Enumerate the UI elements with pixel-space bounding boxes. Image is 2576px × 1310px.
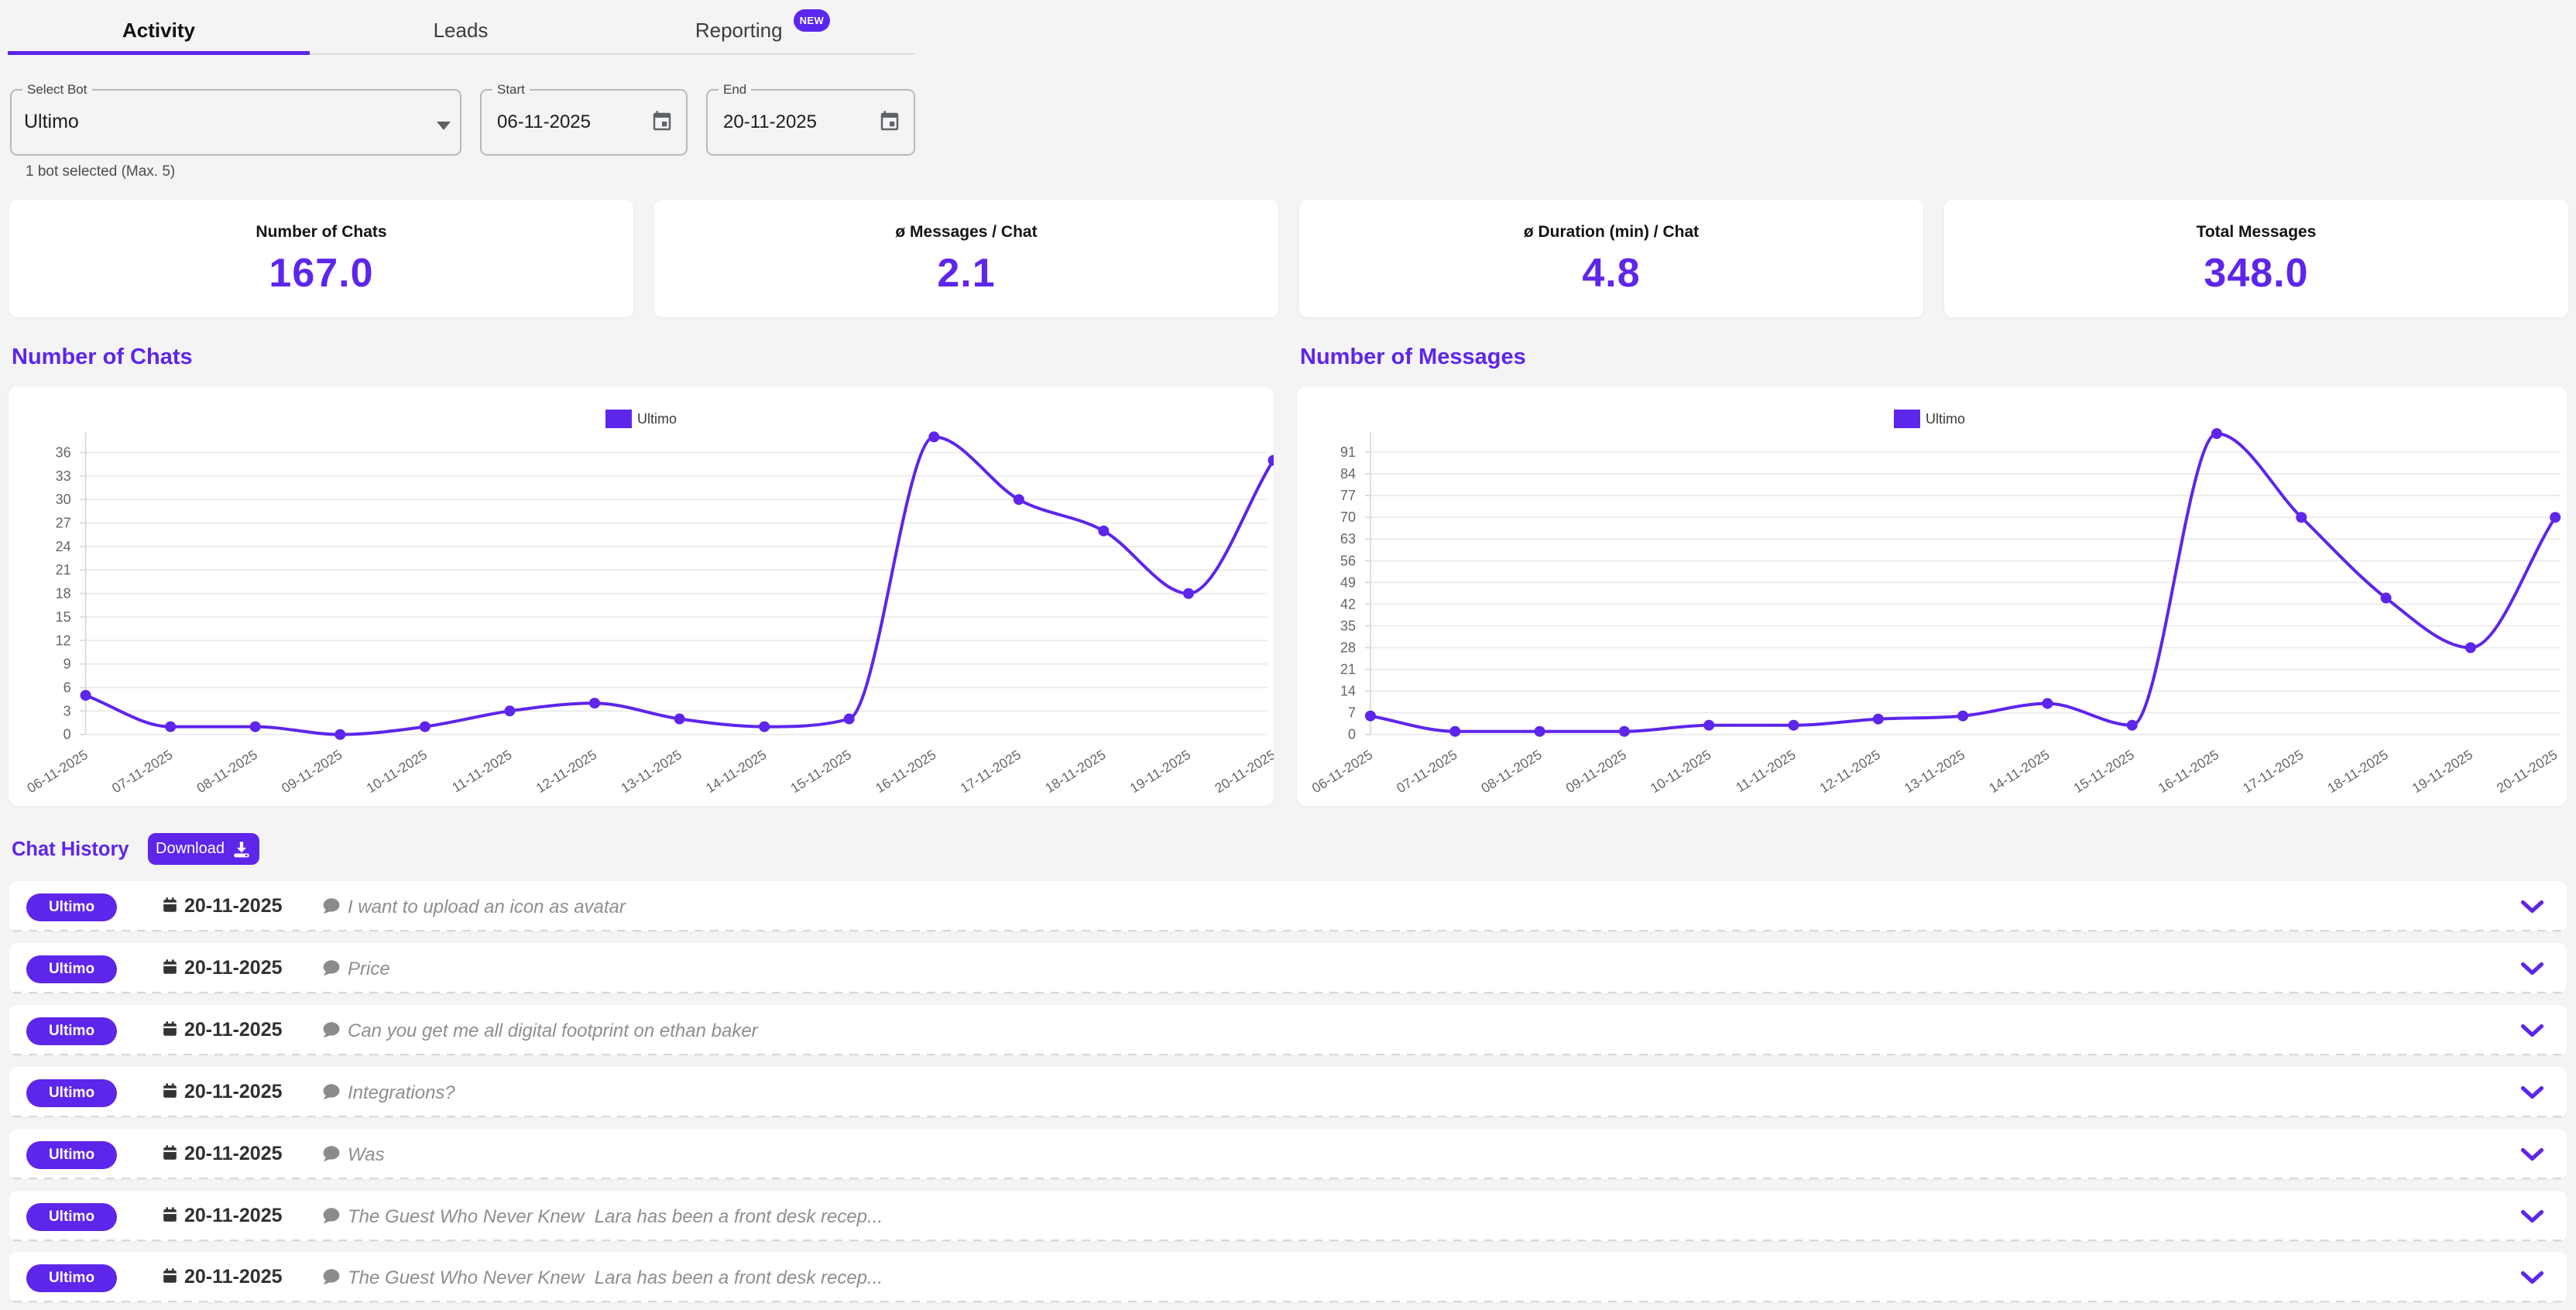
svg-text:14-11-2025: 14-11-2025 [703, 746, 769, 796]
svg-text:28: 28 [1340, 640, 1356, 656]
svg-text:18: 18 [56, 586, 71, 602]
svg-text:14-11-2025: 14-11-2025 [1986, 746, 2052, 796]
svg-text:21: 21 [56, 562, 71, 578]
svg-text:10-11-2025: 10-11-2025 [1648, 746, 1713, 796]
svg-text:14: 14 [1340, 684, 1356, 699]
svg-text:12-11-2025: 12-11-2025 [533, 746, 599, 796]
svg-text:6: 6 [63, 680, 71, 695]
svg-text:06-11-2025: 06-11-2025 [1309, 746, 1375, 796]
svg-text:42: 42 [1340, 596, 1356, 612]
svg-text:06-11-2025: 06-11-2025 [24, 746, 90, 796]
svg-text:08-11-2025: 08-11-2025 [1478, 746, 1544, 796]
svg-text:07-11-2025: 07-11-2025 [109, 746, 175, 796]
svg-text:17-11-2025: 17-11-2025 [2240, 746, 2306, 796]
svg-text:19-11-2025: 19-11-2025 [2410, 746, 2475, 796]
svg-text:15-11-2025: 15-11-2025 [787, 746, 853, 796]
svg-text:18-11-2025: 18-11-2025 [1042, 746, 1108, 796]
svg-text:15: 15 [56, 609, 71, 625]
svg-text:9: 9 [63, 657, 71, 672]
svg-text:13-11-2025: 13-11-2025 [618, 746, 684, 796]
svg-text:7: 7 [1348, 705, 1356, 721]
svg-text:19-11-2025: 19-11-2025 [1127, 746, 1193, 796]
svg-text:15-11-2025: 15-11-2025 [2070, 746, 2136, 796]
svg-text:20-11-2025: 20-11-2025 [2494, 746, 2560, 796]
svg-text:30: 30 [56, 492, 71, 507]
svg-text:10-11-2025: 10-11-2025 [364, 746, 430, 796]
svg-text:27: 27 [56, 516, 71, 531]
svg-text:12: 12 [56, 633, 71, 648]
svg-text:0: 0 [63, 727, 71, 742]
svg-text:56: 56 [1340, 553, 1356, 568]
svg-text:21: 21 [1340, 662, 1356, 677]
svg-text:0: 0 [1348, 727, 1356, 742]
svg-text:35: 35 [1340, 618, 1356, 633]
svg-text:3: 3 [63, 703, 71, 718]
svg-text:84: 84 [1340, 466, 1356, 482]
svg-text:11-11-2025: 11-11-2025 [1733, 746, 1798, 795]
svg-text:08-11-2025: 08-11-2025 [194, 746, 259, 796]
svg-text:33: 33 [56, 468, 71, 484]
svg-text:17-11-2025: 17-11-2025 [958, 746, 1024, 796]
svg-text:70: 70 [1340, 509, 1356, 525]
svg-text:07-11-2025: 07-11-2025 [1394, 746, 1460, 796]
svg-text:Ultimo: Ultimo [637, 411, 677, 427]
svg-text:36: 36 [56, 445, 71, 461]
svg-text:12-11-2025: 12-11-2025 [1817, 746, 1883, 796]
svg-text:11-11-2025: 11-11-2025 [449, 746, 514, 795]
svg-text:20-11-2025: 20-11-2025 [1212, 746, 1274, 796]
svg-text:63: 63 [1340, 531, 1356, 547]
svg-text:13-11-2025: 13-11-2025 [1902, 746, 1967, 796]
svg-text:16-11-2025: 16-11-2025 [2156, 746, 2221, 796]
svg-text:24: 24 [56, 539, 71, 554]
svg-text:91: 91 [1340, 444, 1356, 460]
svg-text:16-11-2025: 16-11-2025 [873, 746, 938, 796]
svg-text:09-11-2025: 09-11-2025 [1563, 746, 1629, 796]
svg-text:77: 77 [1340, 488, 1356, 503]
svg-text:Ultimo: Ultimo [1926, 411, 1965, 427]
svg-text:09-11-2025: 09-11-2025 [279, 746, 345, 796]
svg-text:18-11-2025: 18-11-2025 [2324, 746, 2390, 796]
svg-text:49: 49 [1340, 574, 1356, 590]
